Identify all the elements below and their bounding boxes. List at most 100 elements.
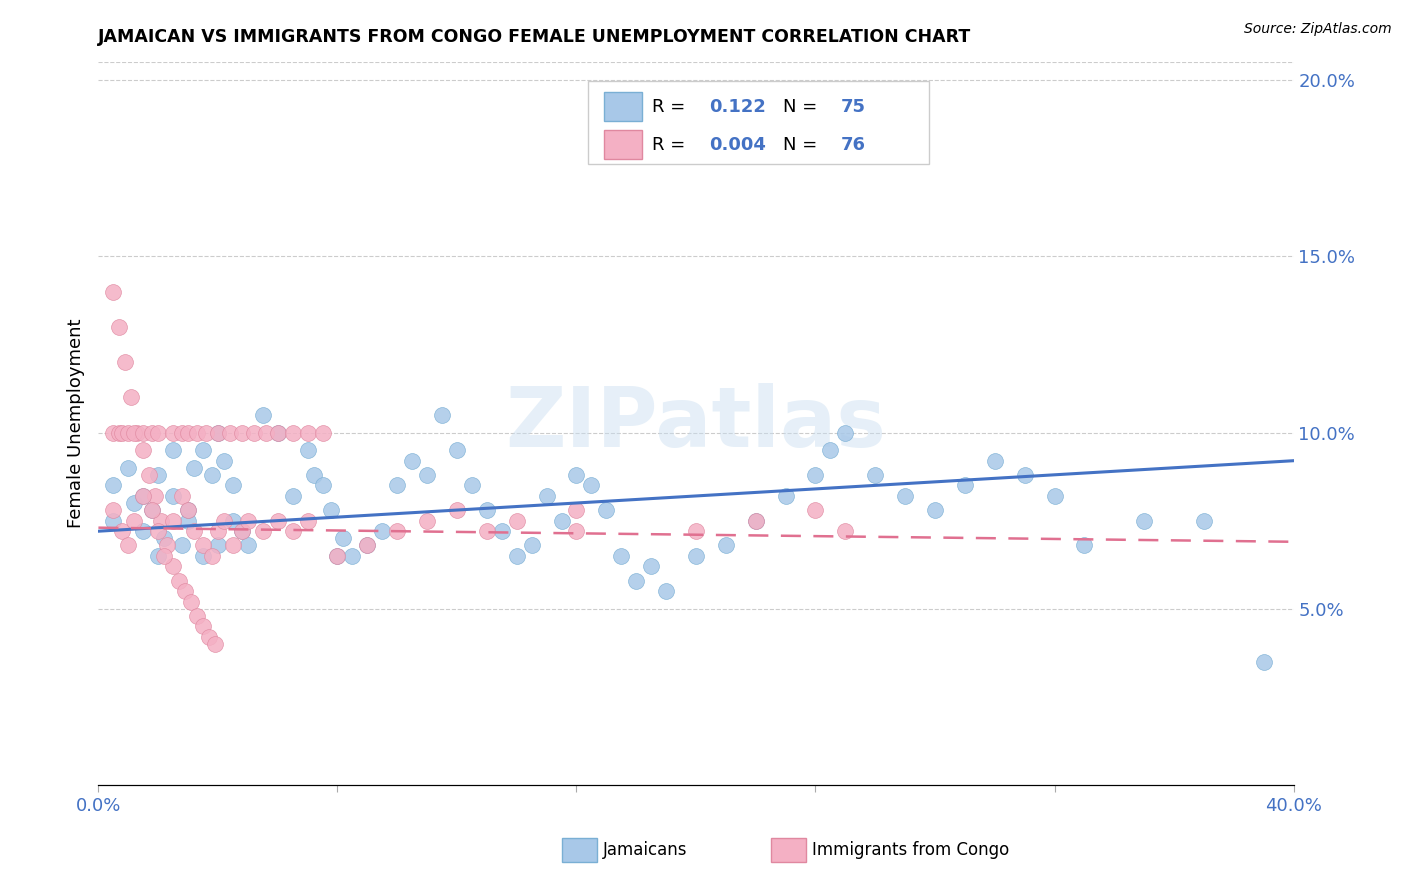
Point xyxy=(655,584,678,599)
Point xyxy=(207,538,229,552)
Point xyxy=(222,514,245,528)
Point xyxy=(108,425,131,440)
Point xyxy=(141,503,163,517)
Point xyxy=(321,503,343,517)
Point xyxy=(167,574,190,588)
FancyBboxPatch shape xyxy=(562,838,596,863)
Point xyxy=(191,549,214,563)
Point xyxy=(162,489,184,503)
FancyBboxPatch shape xyxy=(605,93,643,120)
Point xyxy=(385,524,409,539)
Point xyxy=(103,478,125,492)
Point xyxy=(565,467,588,482)
Point xyxy=(231,524,253,539)
Point xyxy=(124,425,146,440)
Point xyxy=(191,538,214,552)
Point xyxy=(103,425,125,440)
Point xyxy=(201,467,224,482)
Point xyxy=(640,559,662,574)
Point xyxy=(430,408,453,422)
Text: R =: R = xyxy=(652,98,690,116)
Point xyxy=(281,425,304,440)
Point xyxy=(446,443,468,458)
Point xyxy=(124,514,146,528)
Point xyxy=(565,524,588,539)
Point xyxy=(148,549,170,563)
Point xyxy=(207,524,229,539)
Point xyxy=(111,425,134,440)
Point xyxy=(212,514,235,528)
Point xyxy=(195,425,218,440)
Point xyxy=(326,549,349,563)
Point xyxy=(174,584,197,599)
Point xyxy=(127,425,149,440)
Point xyxy=(297,514,319,528)
Point xyxy=(236,538,259,552)
Point xyxy=(804,503,827,517)
Point xyxy=(834,524,856,539)
Point xyxy=(172,538,194,552)
Point xyxy=(1043,489,1066,503)
Text: Immigrants from Congo: Immigrants from Congo xyxy=(811,841,1010,859)
Point xyxy=(150,514,173,528)
Point xyxy=(252,524,274,539)
Point xyxy=(311,425,333,440)
Point xyxy=(138,467,160,482)
Point xyxy=(281,489,304,503)
Point xyxy=(610,549,633,563)
Text: R =: R = xyxy=(652,136,690,153)
Point xyxy=(984,453,1007,467)
Point xyxy=(356,538,378,552)
Point xyxy=(804,467,827,482)
Point xyxy=(132,443,155,458)
Point xyxy=(550,514,572,528)
Text: Jamaicans: Jamaicans xyxy=(603,841,688,859)
Point xyxy=(117,460,139,475)
Text: ZIPatlas: ZIPatlas xyxy=(506,384,886,464)
Point xyxy=(745,514,768,528)
Point xyxy=(162,514,184,528)
Point xyxy=(536,489,558,503)
Point xyxy=(120,390,142,404)
Point xyxy=(132,489,155,503)
Point xyxy=(820,443,842,458)
Point xyxy=(1192,514,1215,528)
Point xyxy=(1014,467,1036,482)
Point xyxy=(156,538,179,552)
Point xyxy=(103,514,125,528)
Point xyxy=(177,503,200,517)
FancyBboxPatch shape xyxy=(605,130,643,159)
Point xyxy=(953,478,976,492)
Point xyxy=(162,559,184,574)
Point xyxy=(219,425,242,440)
Point xyxy=(124,496,146,510)
Point xyxy=(117,538,139,552)
Point xyxy=(371,524,394,539)
Point xyxy=(114,355,136,369)
Point xyxy=(231,524,253,539)
Point xyxy=(401,453,423,467)
Point xyxy=(132,524,155,539)
Point xyxy=(103,503,125,517)
Point xyxy=(183,460,205,475)
Text: Source: ZipAtlas.com: Source: ZipAtlas.com xyxy=(1244,22,1392,37)
Point xyxy=(141,503,163,517)
Point xyxy=(385,478,409,492)
Point xyxy=(198,630,221,644)
Point xyxy=(326,549,349,563)
Text: 75: 75 xyxy=(841,98,866,116)
Point xyxy=(461,478,484,492)
Point xyxy=(446,503,468,517)
Point xyxy=(172,425,194,440)
Point xyxy=(416,467,439,482)
Text: N =: N = xyxy=(783,136,823,153)
Point xyxy=(186,425,208,440)
Point xyxy=(191,443,214,458)
Point xyxy=(685,524,707,539)
Point xyxy=(111,524,134,539)
Point xyxy=(108,319,131,334)
Point xyxy=(141,425,163,440)
Point xyxy=(204,637,226,651)
Point xyxy=(162,443,184,458)
Point xyxy=(236,514,259,528)
